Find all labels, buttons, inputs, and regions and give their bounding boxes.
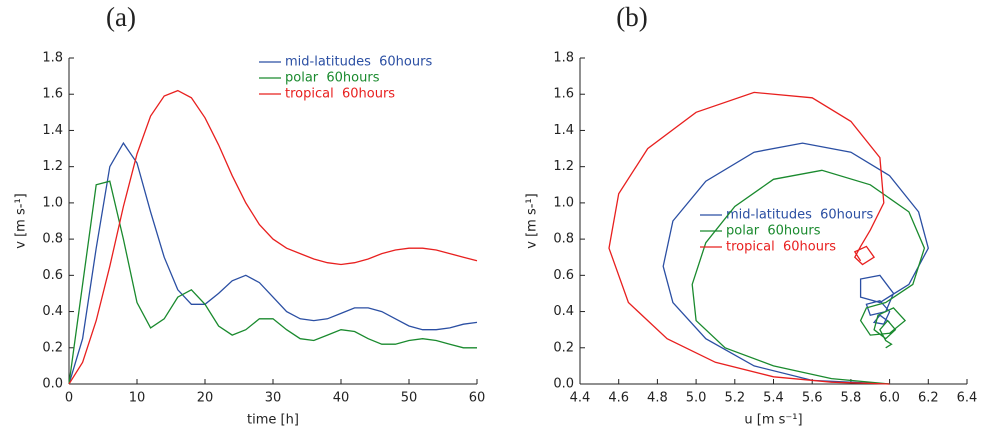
legend-label: mid-latitudes 60hours — [726, 208, 873, 223]
y-tick-label: 0.8 — [42, 232, 63, 247]
y-axis-label: v [m s-¹] — [14, 193, 29, 248]
legend-label: polar 60hours — [285, 71, 380, 86]
y-tick-label: 1.2 — [553, 159, 574, 174]
legend-label: polar 60hours — [726, 224, 821, 239]
x-tick-label: 5.2 — [724, 391, 745, 406]
y-tick-label: 1.8 — [553, 51, 574, 66]
x-tick-label: 60 — [469, 391, 486, 406]
y-tick-label: 0.2 — [553, 340, 574, 355]
y-tick-label: 1.2 — [42, 159, 63, 174]
series-line — [68, 89, 478, 385]
y-tick-label: 0.8 — [553, 232, 574, 247]
x-tick-label: 50 — [401, 391, 418, 406]
x-tick-label: 4.4 — [570, 391, 591, 406]
x-tick-label: 5.8 — [841, 391, 862, 406]
x-axis-label: time [h] — [247, 413, 299, 428]
y-tick-label: 0.0 — [42, 377, 63, 392]
y-tick-label: 1.6 — [553, 87, 574, 102]
legend-label: tropical 60hours — [726, 240, 836, 255]
y-tick-label: 1.8 — [42, 51, 63, 66]
x-tick-label: 6.4 — [957, 391, 978, 406]
x-tick-label: 40 — [333, 391, 350, 406]
y-tick-label: 0.6 — [553, 268, 574, 283]
series-line — [68, 180, 477, 385]
y-tick-label: 0.4 — [553, 304, 574, 319]
y-tick-label: 0.6 — [42, 268, 63, 283]
series-line — [608, 91, 890, 385]
panel-label: (b) — [616, 2, 647, 32]
series-line — [68, 141, 478, 385]
legend-label: tropical 60hours — [285, 87, 395, 102]
x-tick-label: 0 — [65, 391, 73, 406]
x-tick-label: 6.0 — [879, 391, 900, 406]
y-tick-label: 0.0 — [553, 377, 574, 392]
y-tick-label: 0.4 — [42, 304, 63, 319]
y-tick-label: 1.0 — [553, 195, 574, 210]
x-tick-label: 4.6 — [608, 391, 629, 406]
x-axis-label: u [m s⁻¹] — [744, 413, 802, 428]
x-tick-label: 30 — [265, 391, 282, 406]
y-tick-label: 0.2 — [42, 340, 63, 355]
x-tick-label: 5.4 — [763, 391, 784, 406]
series-line — [662, 142, 929, 385]
legend-label: mid-latitudes 60hours — [285, 55, 432, 70]
x-tick-label: 5.6 — [802, 391, 823, 406]
y-tick-label: 1.0 — [42, 195, 63, 210]
y-axis-label: v [m s-¹] — [525, 193, 540, 248]
x-tick-label: 6.2 — [918, 391, 939, 406]
x-tick-label: 4.8 — [647, 391, 668, 406]
series-line — [691, 169, 926, 385]
x-tick-label: 5.0 — [686, 391, 707, 406]
x-tick-label: 20 — [197, 391, 214, 406]
x-tick-label: 10 — [129, 391, 146, 406]
y-tick-label: 1.6 — [42, 87, 63, 102]
y-tick-label: 1.4 — [553, 123, 574, 138]
panel-label: (a) — [106, 2, 136, 32]
y-tick-label: 1.4 — [42, 123, 63, 138]
